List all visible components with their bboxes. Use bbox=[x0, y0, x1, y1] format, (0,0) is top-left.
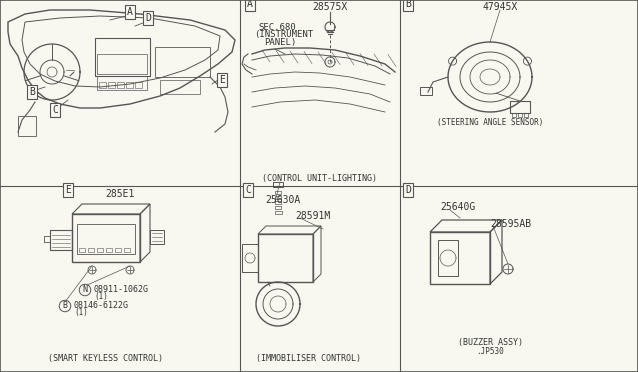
Bar bbox=[126, 82, 133, 88]
Bar bbox=[106, 248, 112, 252]
Text: 25640G: 25640G bbox=[440, 202, 475, 212]
Text: (BUZZER ASSY): (BUZZER ASSY) bbox=[457, 337, 523, 346]
Text: 08911-1062G: 08911-1062G bbox=[94, 285, 149, 295]
Text: N: N bbox=[82, 285, 87, 295]
Bar bbox=[135, 82, 142, 88]
Bar bbox=[512, 113, 516, 117]
Bar bbox=[242, 244, 258, 272]
Bar bbox=[160, 80, 200, 94]
Text: B: B bbox=[29, 87, 35, 97]
Text: E: E bbox=[219, 75, 225, 85]
Bar bbox=[88, 248, 94, 252]
Bar bbox=[50, 230, 72, 250]
Text: (INSTRUMENT: (INSTRUMENT bbox=[254, 31, 313, 39]
Text: C: C bbox=[52, 105, 58, 115]
Bar bbox=[275, 201, 281, 204]
Bar bbox=[420, 87, 432, 95]
Text: A: A bbox=[247, 0, 253, 9]
Text: PANEL): PANEL) bbox=[264, 38, 296, 48]
Bar bbox=[155, 47, 210, 77]
Bar bbox=[99, 82, 106, 88]
Bar bbox=[258, 234, 313, 282]
Bar bbox=[518, 113, 522, 117]
Text: E: E bbox=[65, 185, 71, 195]
Bar bbox=[97, 248, 103, 252]
Bar bbox=[117, 82, 124, 88]
Bar bbox=[18, 116, 36, 136]
Bar bbox=[79, 248, 85, 252]
Bar bbox=[108, 82, 115, 88]
Bar bbox=[150, 230, 164, 244]
Text: (CONTROL UNIT-LIGHTING): (CONTROL UNIT-LIGHTING) bbox=[262, 173, 378, 183]
Text: 285E1: 285E1 bbox=[105, 189, 135, 199]
Bar bbox=[274, 206, 281, 209]
Text: 25630A: 25630A bbox=[265, 195, 300, 205]
Bar bbox=[274, 211, 281, 214]
Text: C: C bbox=[245, 185, 251, 195]
Bar bbox=[273, 182, 283, 187]
Text: .JP530: .JP530 bbox=[476, 347, 504, 356]
Text: (STEERING ANGLE SENSOR): (STEERING ANGLE SENSOR) bbox=[437, 118, 543, 126]
Bar bbox=[510, 101, 530, 113]
Bar bbox=[524, 113, 528, 117]
Text: (1): (1) bbox=[74, 308, 88, 317]
Text: D: D bbox=[405, 185, 411, 195]
Text: SEC.680: SEC.680 bbox=[258, 22, 295, 32]
Bar bbox=[95, 38, 150, 76]
Text: D: D bbox=[145, 13, 151, 23]
Bar bbox=[438, 240, 458, 276]
Bar bbox=[115, 248, 121, 252]
Bar bbox=[275, 191, 281, 194]
Bar bbox=[72, 214, 140, 262]
Text: 08146-6122G: 08146-6122G bbox=[74, 301, 129, 311]
Bar bbox=[97, 76, 147, 90]
Text: B: B bbox=[405, 0, 411, 9]
Bar bbox=[77, 224, 135, 254]
Bar bbox=[124, 248, 130, 252]
Bar bbox=[97, 54, 147, 74]
Text: (1): (1) bbox=[94, 292, 108, 301]
Text: 28595AB: 28595AB bbox=[490, 219, 531, 229]
Bar bbox=[430, 232, 490, 284]
Text: A: A bbox=[127, 7, 133, 17]
Text: B: B bbox=[63, 301, 68, 311]
Text: 28591M: 28591M bbox=[295, 211, 330, 221]
Text: (IMMOBILISER CONTROL): (IMMOBILISER CONTROL) bbox=[255, 353, 360, 362]
Text: 28575X: 28575X bbox=[313, 2, 348, 12]
Text: (SMART KEYLESS CONTROL): (SMART KEYLESS CONTROL) bbox=[47, 353, 163, 362]
Text: 47945X: 47945X bbox=[482, 2, 517, 12]
Bar bbox=[275, 196, 281, 199]
